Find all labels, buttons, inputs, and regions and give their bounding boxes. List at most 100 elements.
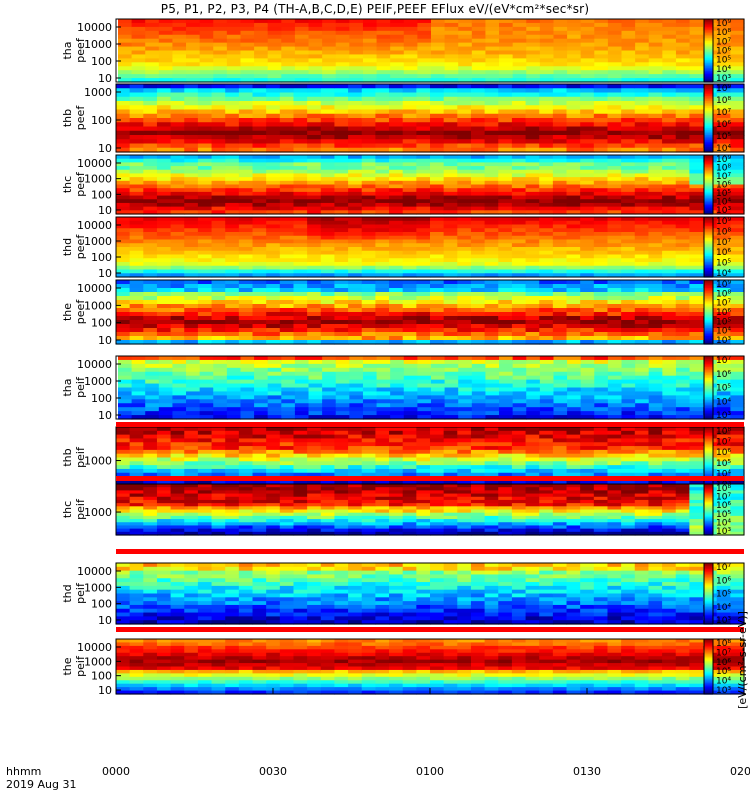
heatmap-cell xyxy=(566,88,581,94)
heatmap-cell xyxy=(199,395,214,400)
heatmap-cell xyxy=(689,247,704,252)
heatmap-cell xyxy=(580,177,595,182)
heatmap-cell xyxy=(484,224,499,229)
colorbar-segment xyxy=(704,94,713,97)
heatmap-cell xyxy=(156,269,172,274)
colorbar-tick-label: 10⁶ xyxy=(716,370,731,380)
colorbar-tick-label: 10⁷ xyxy=(716,356,731,366)
heatmap-cell xyxy=(145,78,160,83)
heatmap-cell xyxy=(675,387,691,393)
heatmap-cell xyxy=(675,46,691,52)
heatmap-cell xyxy=(457,126,472,132)
heatmap-cell xyxy=(662,210,677,215)
heatmap-cell xyxy=(129,113,144,119)
heatmap-cell xyxy=(457,235,472,241)
heatmap-cell xyxy=(238,169,254,175)
heatmap-cell xyxy=(131,46,146,52)
heatmap-cell xyxy=(417,399,432,404)
heatmap-cell xyxy=(511,304,527,309)
heatmap-cell xyxy=(156,88,172,94)
heatmap-cell xyxy=(498,332,513,337)
heatmap-cell xyxy=(471,367,487,373)
heatmap-cell xyxy=(539,38,555,44)
heatmap-cell xyxy=(457,118,472,123)
heatmap-cell xyxy=(648,320,663,325)
heatmap-cell xyxy=(675,84,690,89)
heatmap-cell xyxy=(716,262,731,267)
heatmap-cell xyxy=(675,407,691,412)
heatmap-cell xyxy=(240,415,255,420)
heatmap-cell xyxy=(689,296,704,301)
heatmap-cell xyxy=(566,250,581,256)
heatmap-cell xyxy=(334,258,349,263)
heatmap-cell xyxy=(470,206,486,211)
heatmap-cell xyxy=(730,188,745,193)
heatmap-cell xyxy=(186,379,201,385)
heatmap-cell xyxy=(389,324,404,329)
heatmap-cell xyxy=(431,383,446,389)
heatmap-cell xyxy=(484,105,499,111)
heatmap-cell xyxy=(362,383,378,389)
heatmap-cell xyxy=(156,113,172,119)
heatmap-cell xyxy=(266,232,281,237)
heatmap-cell xyxy=(607,96,622,102)
heatmap-cell xyxy=(675,177,690,182)
heatmap-cell xyxy=(417,54,432,59)
heatmap-cell xyxy=(211,173,226,178)
heatmap-cell xyxy=(213,391,228,396)
heatmap-cell xyxy=(443,105,458,111)
heatmap-cell xyxy=(279,109,295,115)
heatmap-cell xyxy=(334,105,349,111)
heatmap-cell xyxy=(444,62,459,67)
heatmap-cell xyxy=(484,184,499,189)
heatmap-cell xyxy=(389,340,404,345)
heatmap-cell xyxy=(648,130,663,136)
heatmap-cell xyxy=(267,26,282,32)
heatmap-cell xyxy=(389,265,404,271)
heatmap-cell xyxy=(458,379,473,385)
heatmap-cell xyxy=(226,387,242,393)
y-tick-label: 100 xyxy=(91,55,112,68)
heatmap-cell xyxy=(116,296,131,301)
heatmap-cell xyxy=(716,296,731,301)
heatmap-cell xyxy=(580,113,595,119)
heatmap-cell xyxy=(170,228,185,233)
heatmap-cell xyxy=(443,320,458,325)
heatmap-cell xyxy=(444,371,459,377)
heatmap-cell xyxy=(254,74,269,79)
colorbar-segment xyxy=(704,245,713,248)
heatmap-cell xyxy=(184,328,199,333)
heatmap-cell xyxy=(675,96,690,102)
heatmap-cell xyxy=(131,50,146,56)
heatmap-cell xyxy=(580,367,595,373)
heatmap-cell xyxy=(607,239,622,244)
heatmap-cell xyxy=(170,243,185,248)
colorbar-segment xyxy=(704,241,713,244)
colorbar-segment xyxy=(704,415,713,419)
heatmap-cell xyxy=(279,184,295,189)
colorbar-tick-label: 10³ xyxy=(716,74,731,84)
heatmap-cell xyxy=(539,411,555,416)
heatmap-cell xyxy=(308,367,323,373)
heatmap-cell xyxy=(362,46,378,52)
panel-frame xyxy=(115,154,745,215)
heatmap-cell xyxy=(307,288,322,293)
heatmap-cell xyxy=(307,126,322,132)
heatmap-cell xyxy=(498,130,513,136)
heatmap-cell xyxy=(580,34,595,40)
heatmap-cell xyxy=(158,391,174,396)
colorbar-segment xyxy=(704,148,713,151)
heatmap-cell xyxy=(512,62,527,67)
heatmap-cell xyxy=(170,265,185,271)
heatmap-cell xyxy=(184,118,199,123)
heatmap-cell xyxy=(238,304,254,309)
colorbar-segment xyxy=(704,53,713,56)
heatmap-cell xyxy=(118,375,133,381)
heatmap-cell xyxy=(471,50,487,56)
colorbar-segment xyxy=(704,175,713,178)
heatmap-cell xyxy=(498,262,513,267)
heatmap-cell xyxy=(621,308,636,313)
heatmap-cell xyxy=(362,356,378,361)
heatmap-cell xyxy=(307,105,322,111)
heatmap-cell xyxy=(634,296,650,301)
